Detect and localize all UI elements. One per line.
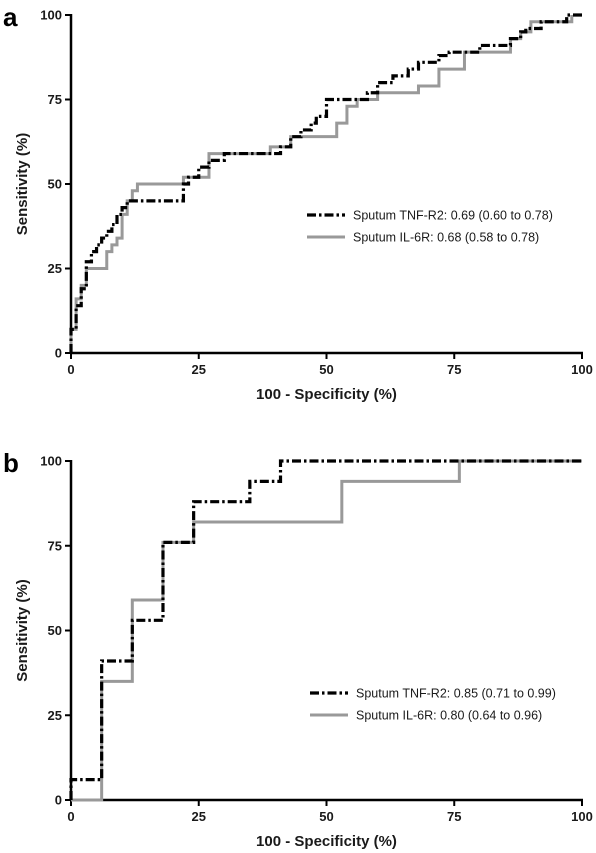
y-tick-label: 0 bbox=[55, 346, 62, 361]
x-tick-label: 25 bbox=[192, 809, 206, 824]
y-axis-label: Sensitivity (%) bbox=[14, 133, 31, 236]
y-tick-label: 100 bbox=[40, 8, 62, 23]
series-line-il-6r bbox=[69, 15, 574, 353]
x-axis-label: 100 - Specificity (%) bbox=[256, 386, 397, 403]
legend-label: Sputum IL-6R: 0.80 (0.64 to 0.96) bbox=[356, 709, 542, 723]
y-tick-label: 0 bbox=[55, 793, 62, 808]
x-tick-label: 25 bbox=[192, 362, 206, 377]
y-tick-label: 75 bbox=[48, 92, 62, 107]
panel-letter: a bbox=[3, 2, 18, 32]
legend-label: Sputum TNF-R2: 0.85 (0.71 to 0.99) bbox=[356, 687, 556, 701]
x-tick-label: 75 bbox=[447, 809, 461, 824]
x-tick-label: 100 bbox=[571, 809, 593, 824]
legend: Sputum TNF-R2: 0.85 (0.71 to 0.99) Sputum… bbox=[310, 687, 556, 723]
x-tick-label: 50 bbox=[319, 362, 333, 377]
x-tick-label: 75 bbox=[447, 362, 461, 377]
x-axis-label: 100 - Specificity (%) bbox=[256, 833, 397, 850]
series-line-tnf-r2 bbox=[69, 13, 582, 353]
legend-label: Sputum IL-6R: 0.68 (0.58 to 0.78) bbox=[353, 231, 539, 245]
y-tick-label: 100 bbox=[40, 454, 62, 469]
y-tick-label: 50 bbox=[48, 623, 62, 638]
legend: Sputum TNF-R2: 0.69 (0.60 to 0.78) Sputum… bbox=[307, 209, 553, 245]
y-axis-label: Sensitivity (%) bbox=[14, 579, 31, 682]
y-tick-label: 25 bbox=[48, 708, 62, 723]
y-tick-label: 25 bbox=[48, 261, 62, 276]
y-tick-label: 75 bbox=[48, 538, 62, 553]
series-line-il-6r bbox=[71, 459, 582, 802]
series-line-tnf-r2 bbox=[69, 459, 582, 800]
chart-panel-b: b 0 25 50 75 100 0 25 50 75 100 100 - Specificity (… bbox=[3, 448, 593, 850]
x-tick-label: 0 bbox=[67, 809, 74, 824]
x-tick-label: 50 bbox=[319, 809, 333, 824]
chart-panel-a: a 0 25 50 75 100 0 25 50 75 100 100 - Specificity (… bbox=[3, 2, 593, 403]
x-tick-label: 100 bbox=[571, 362, 593, 377]
panel-letter: b bbox=[3, 448, 19, 478]
x-tick-label: 0 bbox=[67, 362, 74, 377]
y-tick-label: 50 bbox=[48, 177, 62, 192]
legend-label: Sputum TNF-R2: 0.69 (0.60 to 0.78) bbox=[353, 209, 553, 223]
